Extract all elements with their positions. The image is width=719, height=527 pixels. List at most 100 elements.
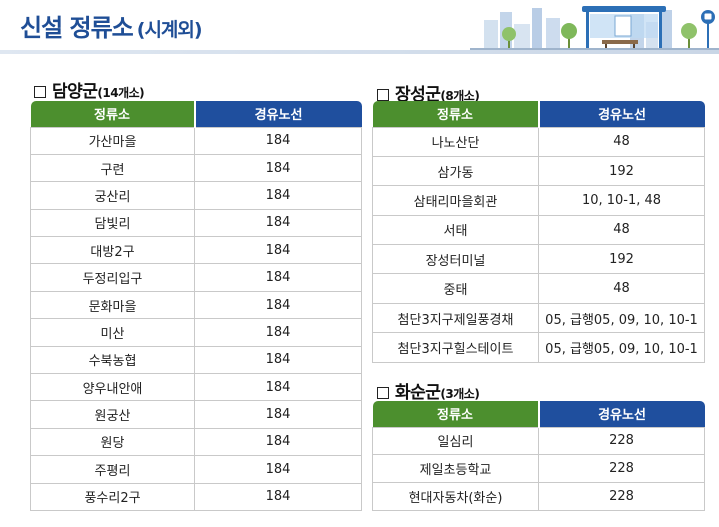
route-cell: 228 xyxy=(538,454,705,483)
header-divider xyxy=(0,50,719,54)
page-header: 신설 정류소 (시계외) xyxy=(0,0,719,54)
page-title: 신설 정류소 (시계외) xyxy=(20,8,203,43)
table-row: 풍수리2구 184 xyxy=(30,482,362,511)
stops-table-hwasun: 정류소 경유노선 일심리 228 제일초등학교 228 현대자동차(화순) 228 xyxy=(372,401,705,511)
section-name: 담양군 xyxy=(52,82,98,102)
table-row: 현대자동차(화순) 228 xyxy=(372,481,705,511)
city-skyline-icon xyxy=(470,6,719,50)
table-row: 원당 184 xyxy=(30,427,362,457)
stop-cell: 풍수리2구 xyxy=(30,482,195,511)
checkbox-icon xyxy=(377,387,389,399)
table-row: 문화마을 184 xyxy=(30,290,362,320)
stop-cell: 수북농협 xyxy=(30,345,195,375)
route-cell: 48 xyxy=(538,126,705,157)
route-cell: 184 xyxy=(194,126,362,155)
stop-cell: 가산마을 xyxy=(30,126,195,155)
stops-table-damyang: 정류소 경유노선 가산마을 184 구련 184 궁산리 184 담빛리 184 대방2… xyxy=(30,101,362,511)
stop-cell: 두정리입구 xyxy=(30,263,195,292)
page-title-main: 신설 정류소 xyxy=(20,14,134,42)
section-title-jangseong: 장성군(8개소) xyxy=(377,80,480,105)
column-header-route: 경유노선 xyxy=(537,101,705,127)
checkbox-icon xyxy=(377,89,389,101)
route-cell: 184 xyxy=(194,345,362,375)
table-row: 장성터미널 192 xyxy=(372,244,705,275)
page-title-sub: (시계외) xyxy=(136,19,203,41)
stop-cell: 중태 xyxy=(372,273,539,304)
section-title-hwasun: 화순군(3개소) xyxy=(377,378,480,403)
route-cell: 184 xyxy=(194,181,362,210)
stop-cell: 담빛리 xyxy=(30,208,195,238)
tree-icon xyxy=(502,23,697,48)
section-count: (3개소) xyxy=(440,387,480,401)
bus-sign-icon xyxy=(701,10,715,48)
table-row: 제일초등학교 228 xyxy=(372,454,705,483)
table-row: 가산마을 184 xyxy=(30,126,362,155)
stop-cell: 구련 xyxy=(30,153,195,183)
stop-cell: 양우내안애 xyxy=(30,373,195,402)
route-cell: 184 xyxy=(194,236,362,265)
table-row: 나노산단 48 xyxy=(372,126,705,157)
table-row: 일심리 228 xyxy=(372,426,705,456)
route-cell: 184 xyxy=(194,263,362,292)
table-row: 주평리 184 xyxy=(30,455,362,484)
route-cell: 184 xyxy=(194,482,362,511)
section-name: 장성군 xyxy=(395,85,441,105)
section-title-damyang: 담양군(14개소) xyxy=(34,77,145,102)
table-row: 수북농협 184 xyxy=(30,345,362,375)
table-row: 두정리입구 184 xyxy=(30,263,362,292)
route-cell: 184 xyxy=(194,290,362,320)
table-row: 구련 184 xyxy=(30,153,362,183)
stop-cell: 삼태리마을회관 xyxy=(372,185,539,216)
table-row: 삼가동 192 xyxy=(372,155,705,187)
route-cell: 228 xyxy=(538,481,705,511)
table-row: 서태 48 xyxy=(372,214,705,246)
table-row: 첨단3지구힐스테이트 05, 급행05, 09, 10, 10-1 xyxy=(372,332,705,363)
stop-cell: 주평리 xyxy=(30,455,195,484)
route-cell: 184 xyxy=(194,318,362,347)
stop-cell: 일심리 xyxy=(372,426,539,456)
stop-cell: 현대자동차(화순) xyxy=(372,481,539,511)
route-cell: 184 xyxy=(194,455,362,484)
section-count: (8개소) xyxy=(440,89,480,103)
route-cell: 184 xyxy=(194,208,362,238)
route-cell: 10, 10-1, 48 xyxy=(538,185,705,216)
table-row: 원궁산 184 xyxy=(30,400,362,429)
column-header-stop: 정류소 xyxy=(30,101,195,127)
stop-cell: 첨단3지구힐스테이트 xyxy=(372,332,539,363)
route-cell: 228 xyxy=(538,426,705,456)
stop-cell: 원당 xyxy=(30,427,195,457)
stop-cell: 장성터미널 xyxy=(372,244,539,275)
stop-cell: 첨단3지구제일풍경채 xyxy=(372,302,539,334)
table-row: 삼태리마을회관 10, 10-1, 48 xyxy=(372,185,705,216)
table-row: 미산 184 xyxy=(30,318,362,347)
stop-cell: 삼가동 xyxy=(372,155,539,187)
column-header-stop: 정류소 xyxy=(372,401,539,427)
route-cell: 192 xyxy=(538,244,705,275)
route-cell: 192 xyxy=(538,155,705,187)
route-cell: 184 xyxy=(194,373,362,402)
stop-cell: 서태 xyxy=(372,214,539,246)
route-cell: 184 xyxy=(194,153,362,183)
stop-cell: 미산 xyxy=(30,318,195,347)
checkbox-icon xyxy=(34,86,46,98)
column-header-stop: 정류소 xyxy=(372,101,539,127)
table-row: 첨단3지구제일풍경채 05, 급행05, 09, 10, 10-1 xyxy=(372,302,705,334)
section-name: 화순군 xyxy=(395,383,441,403)
stop-cell: 문화마을 xyxy=(30,290,195,320)
section-count: (14개소) xyxy=(97,86,145,100)
route-cell: 48 xyxy=(538,273,705,304)
table-row: 대방2구 184 xyxy=(30,236,362,265)
bus-stop-shelter-icon xyxy=(582,6,666,48)
stop-cell: 원궁산 xyxy=(30,400,195,429)
stop-cell: 나노산단 xyxy=(372,126,539,157)
column-header-route: 경유노선 xyxy=(537,401,705,427)
table-row: 궁산리 184 xyxy=(30,181,362,210)
route-cell: 184 xyxy=(194,400,362,429)
route-cell: 48 xyxy=(538,214,705,246)
table-row: 담빛리 184 xyxy=(30,208,362,238)
table-row: 양우내안애 184 xyxy=(30,373,362,402)
stops-table-jangseong: 정류소 경유노선 나노산단 48 삼가동 192 삼태리마을회관 10, 10-1, … xyxy=(372,101,705,363)
table-row: 중태 48 xyxy=(372,273,705,304)
route-cell: 184 xyxy=(194,427,362,457)
stop-cell: 제일초등학교 xyxy=(372,454,539,483)
